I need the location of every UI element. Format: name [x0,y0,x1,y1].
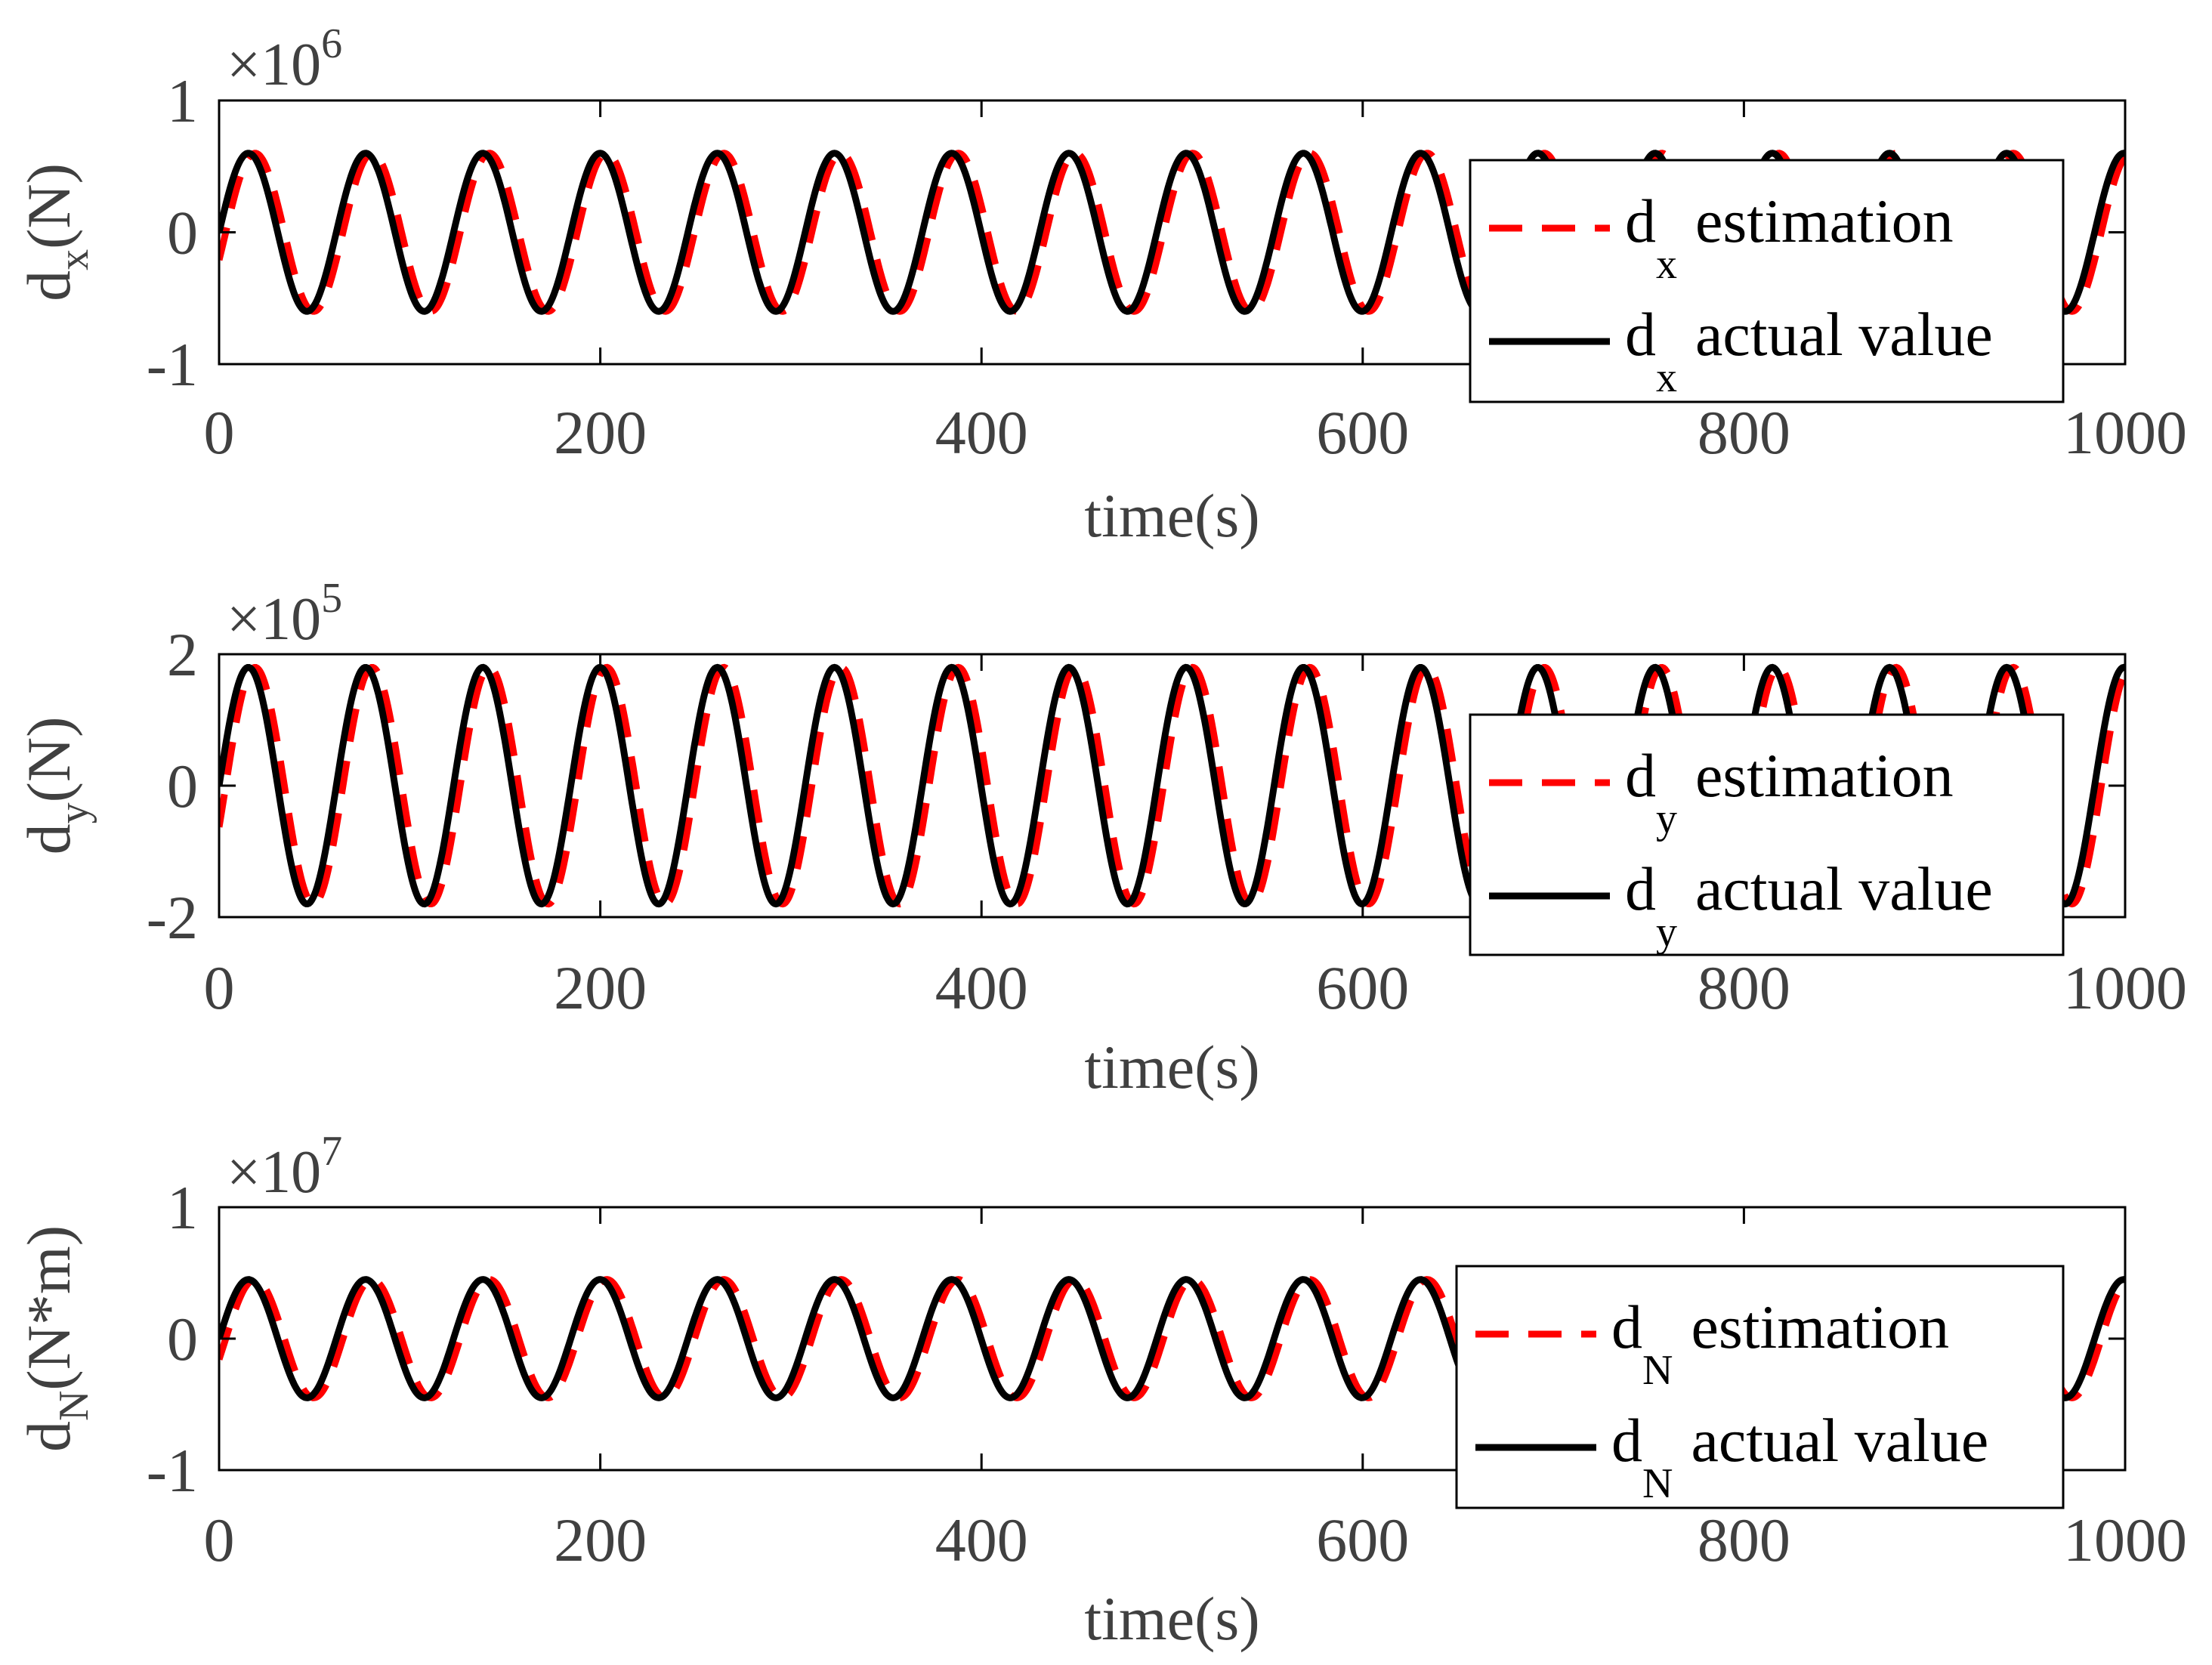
y-label-unit: (N) [14,163,83,249]
y-tick-label: 0 [167,199,198,267]
legend-label: actual value [1691,1406,1988,1475]
legend-subscript: N [1642,1347,1673,1394]
x-tick-label: 400 [935,1506,1028,1574]
y-axis-label: dN(N*m) [14,1225,97,1452]
legend-box [1455,1265,2065,1509]
y-tick-label: -1 [147,1436,198,1505]
y-label-unit: (N) [14,717,83,803]
y-tick-label: 1 [167,1173,198,1242]
exponent-power: 5 [321,575,342,622]
legend-entry-estimation: dy estimation [1625,741,1954,842]
legend-d: d [1625,741,1656,810]
y-tick-label: 1 [167,66,198,135]
y-label-unit: (N*m) [14,1225,83,1391]
x-tick-label: 200 [554,398,647,467]
legend-label: actual value [1695,300,1993,369]
legend-label: estimation [1695,741,1954,810]
series-estimation-line [219,1276,2125,1401]
y-axis-label: dx(N) [14,163,97,301]
legend-d: d [1611,1293,1642,1361]
y-label-subscript: y [51,802,97,823]
series-estimation-line [219,150,2125,315]
x-tick-label: 200 [554,953,647,1022]
x-axis-label: time(s) [1084,481,1259,550]
y-label-main: d [14,270,83,301]
x-axis-label: time(s) [1084,1033,1259,1101]
y-axis-label: dy(N) [14,717,97,855]
y-tick-label: 0 [167,752,198,820]
x-tick-label: 800 [1698,953,1790,1022]
legend-subscript: y [1656,909,1677,956]
y-tick-label: -1 [147,330,198,399]
legend-subscript: N [1642,1460,1673,1507]
y-label-subscript: x [51,249,97,270]
exponent-power: 6 [321,20,342,67]
legend-label: estimation [1691,1293,1949,1361]
y-exponent-label: ×105 [227,575,342,653]
legend-box [1469,159,2065,403]
y-label-subscript: N [51,1391,97,1421]
legend-d: d [1611,1406,1642,1475]
legend-entry-actual-value: dy actual value [1625,854,1993,956]
legend-entry-actual-value: dx actual value [1625,300,1993,401]
legend-d: d [1625,300,1656,369]
x-tick-label: 1000 [2063,398,2187,467]
x-tick-label: 0 [204,398,235,467]
exponent-power: 7 [321,1128,342,1175]
x-tick-label: 800 [1698,1506,1790,1574]
x-tick-label: 0 [204,953,235,1022]
y-tick-label: -2 [147,883,198,952]
legend-subscript: y [1656,795,1677,842]
legend-entry-estimation: dx estimation [1625,187,1954,288]
legend-d: d [1625,854,1656,923]
y-tick-label: 2 [167,620,198,689]
exponent-base: ×10 [227,32,321,98]
legend-subscript: x [1656,241,1677,288]
legend-subscript: x [1656,354,1677,401]
y-label-main: d [14,1421,83,1452]
legend-entry-actual-value: dNactual value [1611,1406,1988,1507]
legend-entry-estimation: dNestimation [1611,1293,1949,1394]
x-tick-label: 600 [1316,1506,1409,1574]
x-tick-label: 600 [1316,953,1409,1022]
y-exponent-label: ×107 [227,1128,342,1206]
exponent-base: ×10 [227,586,321,653]
x-tick-label: 1000 [2063,953,2187,1022]
x-tick-label: 0 [204,1506,235,1574]
x-axis-label: time(s) [1084,1584,1259,1653]
x-tick-label: 400 [935,953,1028,1022]
x-tick-label: 200 [554,1506,647,1574]
legend-box [1469,713,2065,956]
y-label-main: d [14,823,83,854]
exponent-base: ×10 [227,1139,321,1206]
x-tick-label: 1000 [2063,1506,2187,1574]
y-exponent-label: ×106 [227,20,342,98]
x-tick-label: 400 [935,398,1028,467]
x-tick-label: 800 [1698,398,1790,467]
legend-d: d [1625,187,1656,255]
legend-label: estimation [1695,187,1954,255]
x-tick-label: 600 [1316,398,1409,467]
legend-label: actual value [1695,854,1993,923]
y-tick-label: 0 [167,1305,198,1373]
